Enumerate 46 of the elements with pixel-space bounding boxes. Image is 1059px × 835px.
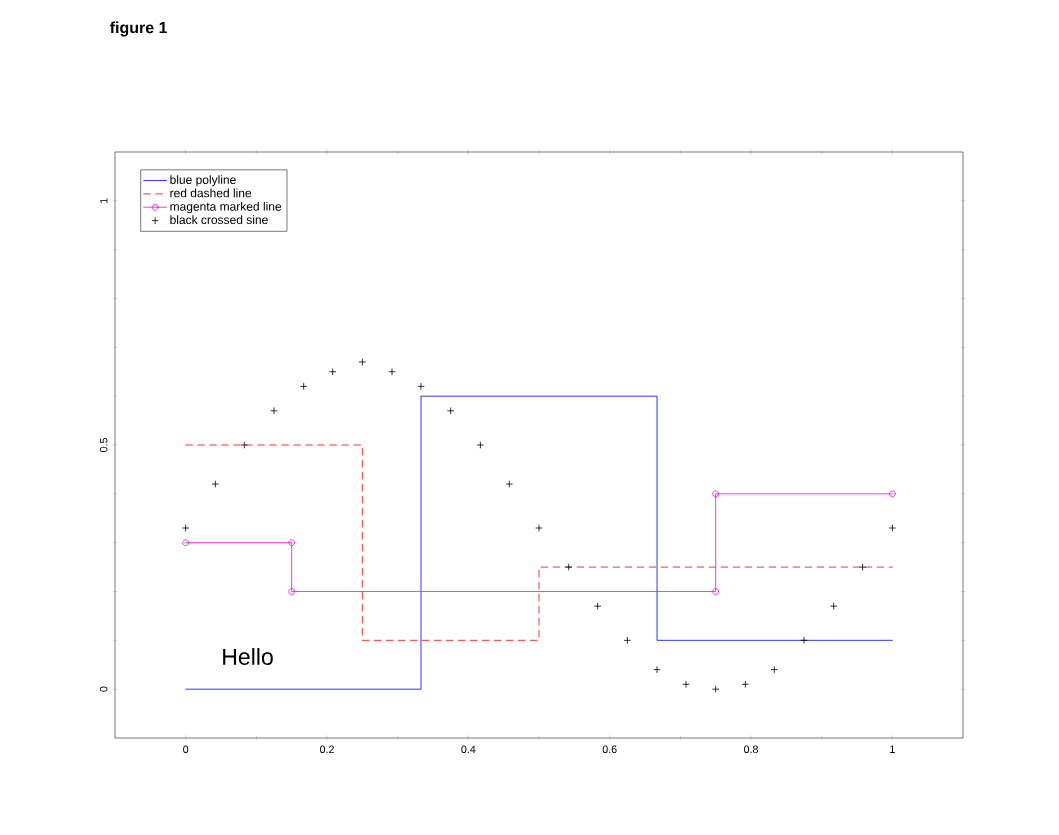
point [742,680,749,688]
point [800,637,808,644]
point [712,685,720,693]
point [240,441,248,449]
point [535,524,543,532]
point [329,368,336,376]
point [859,563,866,571]
point [388,368,396,376]
x-tick-label: 0.2 [320,745,334,754]
x-tick-label: 0 [183,745,189,754]
legend-label: black crossed sine [170,215,268,225]
x-tick-label: 0.6 [602,745,617,754]
x-tick-label: 0.8 [744,745,758,754]
y-tick-label: 0.5 [99,438,108,452]
point [288,588,296,595]
point [270,407,278,415]
point [288,539,296,546]
x-tick-label: 1 [890,745,895,753]
point [594,602,601,610]
point [565,563,573,571]
point [624,637,631,644]
y-tick-label: 1 [100,198,108,203]
point [889,490,896,498]
point [505,480,513,488]
legend-label: red dashed line [170,188,252,198]
point [359,358,366,366]
point [889,524,896,532]
point [447,407,455,415]
point [712,490,720,498]
legend-label: blue polyline [170,175,236,187]
point [830,602,838,610]
point [182,539,189,546]
legend-label: magenta marked line [170,201,282,214]
point [212,480,219,488]
point [417,383,425,390]
point [300,383,308,390]
point [712,588,720,595]
y-tick-label: 0 [99,686,108,692]
chart-title: figure 1 [109,21,168,37]
point [653,666,661,673]
point [477,441,484,449]
annotation: Hello [223,648,273,665]
point [771,666,778,673]
x-tick-label: 0.4 [461,745,476,754]
point [682,680,690,688]
point [182,524,189,532]
